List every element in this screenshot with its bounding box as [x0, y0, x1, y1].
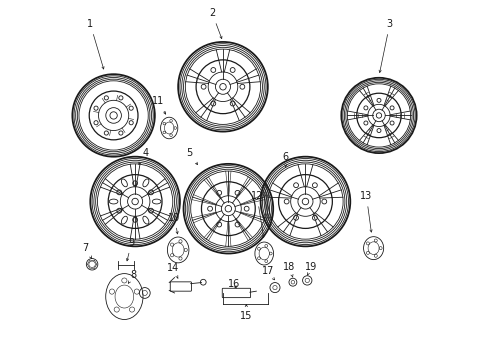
Text: 11: 11: [152, 96, 165, 114]
Text: 4: 4: [139, 148, 149, 165]
Text: 15: 15: [240, 305, 252, 321]
Text: 16: 16: [227, 279, 240, 289]
Text: 13: 13: [360, 191, 372, 232]
Text: 18: 18: [283, 262, 295, 277]
Text: 14: 14: [166, 263, 179, 278]
Text: 6: 6: [282, 152, 288, 167]
Text: 10: 10: [168, 213, 181, 234]
Text: 12: 12: [250, 191, 264, 238]
Text: 2: 2: [209, 8, 222, 39]
Text: 1: 1: [87, 19, 104, 69]
Text: 7: 7: [81, 243, 92, 258]
Text: 19: 19: [304, 262, 316, 275]
Text: 3: 3: [378, 19, 392, 72]
Text: 9: 9: [126, 238, 134, 261]
Text: 8: 8: [128, 270, 136, 283]
Text: 5: 5: [185, 148, 197, 165]
Text: 17: 17: [261, 266, 274, 280]
